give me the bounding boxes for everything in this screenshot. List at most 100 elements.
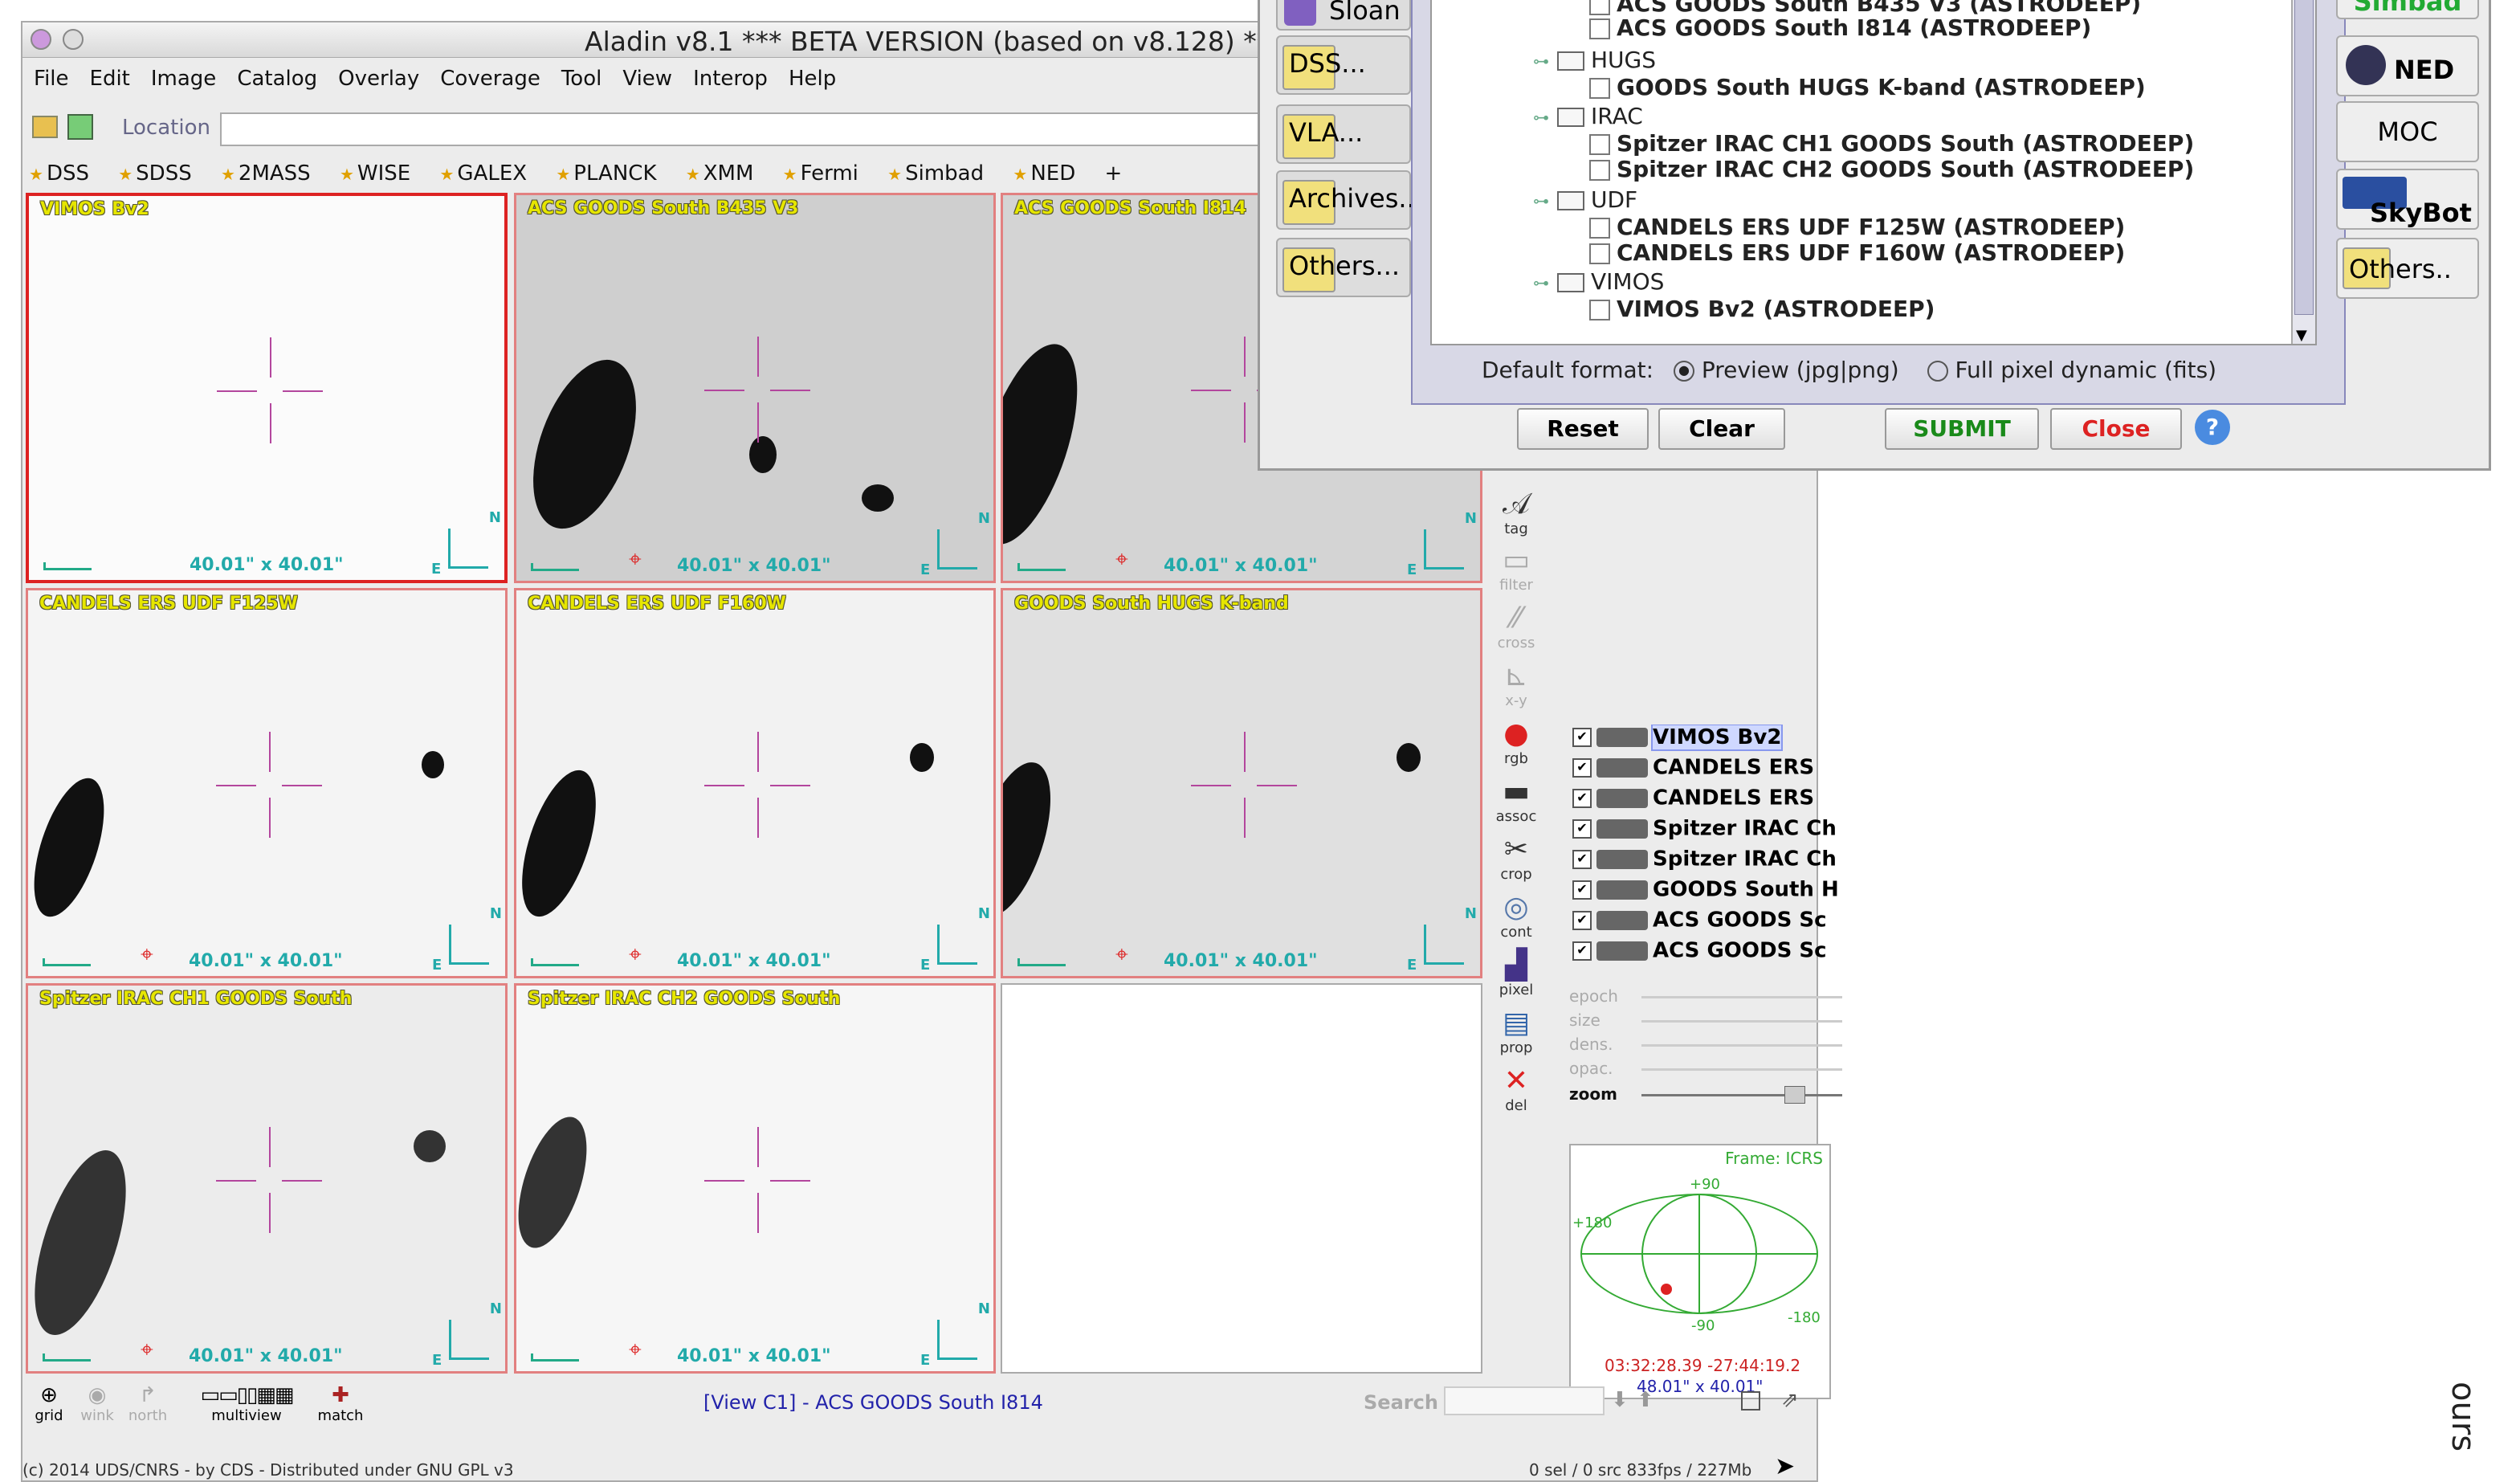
tree-item[interactable]: Spitzer IRAC CH1 GOODS South (ASTRODEEP)	[1589, 130, 2194, 157]
layer-row[interactable]: ✔ VIMOS Bv2	[1572, 725, 1837, 752]
add-server-button[interactable]: +	[1104, 161, 1123, 186]
layer-row[interactable]: ✔ CANDELS ERS	[1572, 786, 1837, 813]
submit-button[interactable]: SUBMIT	[1885, 408, 2039, 450]
tree-item[interactable]: GOODS South HUGS K-band (ASTRODEEP)	[1589, 74, 2146, 100]
minimize-icon[interactable]	[63, 29, 84, 50]
layer-row[interactable]: ✔ Spitzer IRAC Ch	[1572, 816, 1837, 843]
load-icon[interactable]	[67, 114, 93, 140]
checkbox[interactable]	[1589, 18, 1610, 39]
view-panel-2[interactable]: ACS GOODS South B435 V3 ⌖ 40.01" x 40.01…	[514, 193, 996, 583]
crop-tool[interactable]: ✂ crop	[1492, 834, 1540, 884]
layer-checkbox[interactable]: ✔	[1572, 788, 1592, 808]
tree-item[interactable]: ACS GOODS South I814 (ASTRODEEP)	[1589, 14, 2091, 41]
server-sdss[interactable]: ★ SDSS	[118, 161, 192, 186]
menu-tool[interactable]: Tool	[561, 67, 602, 91]
view-panel-6[interactable]: GOODS South HUGS K-band ⌖ 40.01" x 40.01…	[1001, 588, 1482, 978]
tree-item[interactable]: Spitzer IRAC CH2 GOODS South (ASTRODEEP)	[1589, 156, 2194, 182]
assoc-tool[interactable]: ▬ assoc	[1492, 776, 1540, 826]
expand-icon[interactable]: ⊶	[1533, 51, 1549, 71]
tree-folder[interactable]: ⊶ HUGS	[1533, 47, 1657, 73]
server-button-skybot[interactable]: SkyBot	[2336, 169, 2479, 230]
close-button[interactable]: Close	[2050, 408, 2182, 450]
server-button-others[interactable]: Others...	[1276, 238, 1411, 297]
server-2mass[interactable]: ★ 2MASS	[220, 161, 311, 186]
layer-row[interactable]: ✔ CANDELS ERS	[1572, 755, 1837, 782]
scroll-thumb[interactable]	[2294, 0, 2314, 315]
server-button-simbad[interactable]: Simbad	[2336, 0, 2479, 19]
checkbox[interactable]	[1589, 218, 1610, 239]
search-input[interactable]	[1444, 1386, 1605, 1415]
layer-checkbox[interactable]: ✔	[1572, 941, 1592, 961]
location-input[interactable]	[220, 112, 1280, 146]
tree-item[interactable]: CANDELS ERS UDF F125W (ASTRODEEP)	[1589, 214, 2125, 240]
expand-icon[interactable]: ⊶	[1533, 108, 1549, 127]
north-button[interactable]: ↱ north	[125, 1383, 170, 1424]
server-galex[interactable]: ★ GALEX	[439, 161, 528, 186]
checkbox[interactable]	[1589, 300, 1610, 320]
checkbox[interactable]	[1589, 0, 1610, 15]
menu-view[interactable]: View	[622, 67, 673, 91]
layer-checkbox[interactable]: ✔	[1572, 910, 1592, 930]
contour-tool[interactable]: ◎ cont	[1492, 892, 1540, 941]
server-fermi[interactable]: ★ Fermi	[782, 161, 858, 186]
layer-row[interactable]: ✔ ACS GOODS Sc	[1572, 908, 1837, 935]
wink-button[interactable]: ◉ wink	[77, 1383, 117, 1424]
menu-help[interactable]: Help	[788, 67, 837, 91]
sky-overview[interactable]: Frame: ICRS +90 -90 +180 -180 03:32:28.3…	[1569, 1144, 1831, 1399]
cross-tool[interactable]: ⁄⁄ cross	[1492, 602, 1540, 652]
xy-tool[interactable]: ⊾ x-y	[1492, 660, 1540, 710]
menu-overlay[interactable]: Overlay	[338, 67, 420, 91]
checkbox[interactable]	[1589, 160, 1610, 181]
menu-image[interactable]: Image	[150, 67, 217, 91]
layer-checkbox[interactable]: ✔	[1572, 880, 1592, 900]
delete-tool[interactable]: ✕ del	[1492, 1065, 1540, 1115]
checkbox[interactable]	[1589, 243, 1610, 264]
view-panel-4[interactable]: CANDELS ERS UDF F125W ⌖ 40.01" x 40.01" …	[26, 588, 508, 978]
server-button-others-right[interactable]: Others..	[2336, 238, 2479, 299]
pixel-tool[interactable]: ▟ pixel	[1492, 949, 1540, 999]
server-ned[interactable]: ★ NED	[1013, 161, 1076, 186]
tree-item[interactable]: ACS GOODS South B435 V3 (ASTRODEEP)	[1589, 0, 2141, 17]
format-fits-radio[interactable]: Full pixel dynamic (fits)	[1927, 357, 2216, 383]
server-button-moc[interactable]: MOC	[2336, 101, 2479, 162]
multiview-button[interactable]: ▭▭▯▯▦▦ multiview	[186, 1383, 307, 1424]
view-panel-empty[interactable]	[1001, 983, 1482, 1374]
layer-checkbox[interactable]: ✔	[1572, 727, 1592, 747]
layer-row[interactable]: ✔ Spitzer IRAC Ch	[1572, 847, 1837, 874]
zoom-slider[interactable]: zoom	[1569, 1084, 1842, 1105]
clear-button[interactable]: Clear	[1658, 408, 1785, 450]
rgb-tool[interactable]: ● rgb	[1492, 718, 1540, 768]
server-button-archives[interactable]: Archives...	[1276, 170, 1423, 230]
layer-checkbox[interactable]: ✔	[1572, 819, 1592, 839]
menu-interop[interactable]: Interop	[693, 67, 768, 91]
layer-row[interactable]: ✔ GOODS South H	[1572, 877, 1837, 904]
tree-scrollbar[interactable]: ▼	[2291, 0, 2315, 344]
checkbox[interactable]	[1589, 78, 1610, 99]
server-button-ned[interactable]: NED	[2336, 35, 2479, 96]
server-dss[interactable]: ★ DSS	[29, 161, 89, 186]
epoch-slider[interactable]: epoch	[1569, 986, 1842, 1007]
view-panel-7[interactable]: Spitzer IRAC CH1 GOODS South ⌖ 40.01" x …	[26, 983, 508, 1374]
prop-tool[interactable]: ▤ prop	[1492, 1007, 1540, 1057]
reset-button[interactable]: Reset	[1517, 408, 1649, 450]
view-panel-8[interactable]: Spitzer IRAC CH2 GOODS South ⌖ 40.01" x …	[514, 983, 996, 1374]
server-button-vla[interactable]: VLA...	[1276, 104, 1411, 164]
size-slider[interactable]: size	[1569, 1010, 1842, 1031]
tree-item[interactable]: VIMOS Bv2 (ASTRODEEP)	[1589, 296, 1935, 322]
menu-edit[interactable]: Edit	[89, 67, 130, 91]
scroll-down-icon[interactable]: ▼	[2296, 327, 2307, 344]
zoom-thumb[interactable]	[1784, 1086, 1805, 1104]
menu-coverage[interactable]: Coverage	[440, 67, 540, 91]
help-icon[interactable]: ?	[2195, 410, 2230, 445]
detach-icon[interactable]: ⇗	[1781, 1388, 1799, 1412]
tree-item[interactable]: CANDELS ERS UDF F160W (ASTRODEEP)	[1589, 239, 2125, 266]
tree-folder[interactable]: ⊶ VIMOS	[1533, 268, 1665, 295]
search-down-icon[interactable]: ⬇	[1611, 1388, 1629, 1412]
view-panel-5[interactable]: CANDELS ERS UDF F160W ⌖ 40.01" x 40.01" …	[514, 588, 996, 978]
open-folder-icon[interactable]	[32, 116, 58, 138]
density-slider[interactable]: dens.	[1569, 1035, 1842, 1055]
server-planck[interactable]: ★ PLANCK	[556, 161, 657, 186]
server-xmm[interactable]: ★ XMM	[685, 161, 754, 186]
menu-file[interactable]: File	[34, 67, 69, 91]
